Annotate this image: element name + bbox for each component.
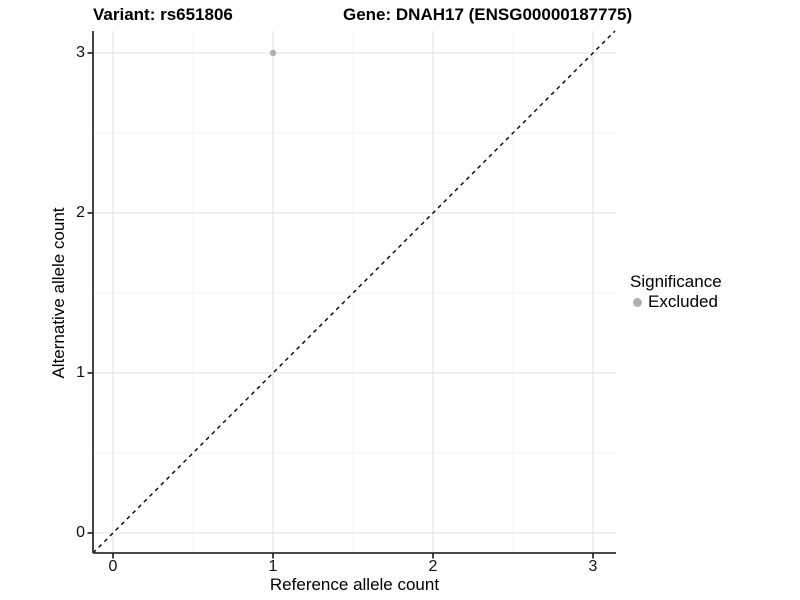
x-axis-title: Reference allele count: [269, 575, 440, 594]
y-tick-label-2: 2: [76, 204, 85, 221]
data-point: [269, 49, 277, 57]
legend-item-label: Excluded: [648, 292, 718, 311]
y-tick-label-3: 3: [76, 44, 85, 61]
x-tick-label-2: 2: [428, 558, 438, 575]
x-tick-label-1: 1: [268, 558, 278, 575]
y-tick-label-1: 1: [76, 364, 85, 381]
y-axis-title: Alternative allele count: [49, 207, 68, 379]
y-tick-label-0: 0: [76, 524, 85, 541]
legend-item-excluded: Excluded: [633, 292, 718, 312]
legend-key-dot-icon: [633, 297, 642, 307]
variant-title: Variant: rs651806: [93, 5, 233, 24]
gene-title: Gene: DNAH17 (ENSG00000187775): [343, 5, 633, 24]
x-tick-label-3: 3: [588, 558, 598, 575]
x-tick-label-0: 0: [108, 558, 118, 575]
identity-reference-line: [92, 30, 616, 554]
legend-title: Significance: [630, 272, 722, 291]
